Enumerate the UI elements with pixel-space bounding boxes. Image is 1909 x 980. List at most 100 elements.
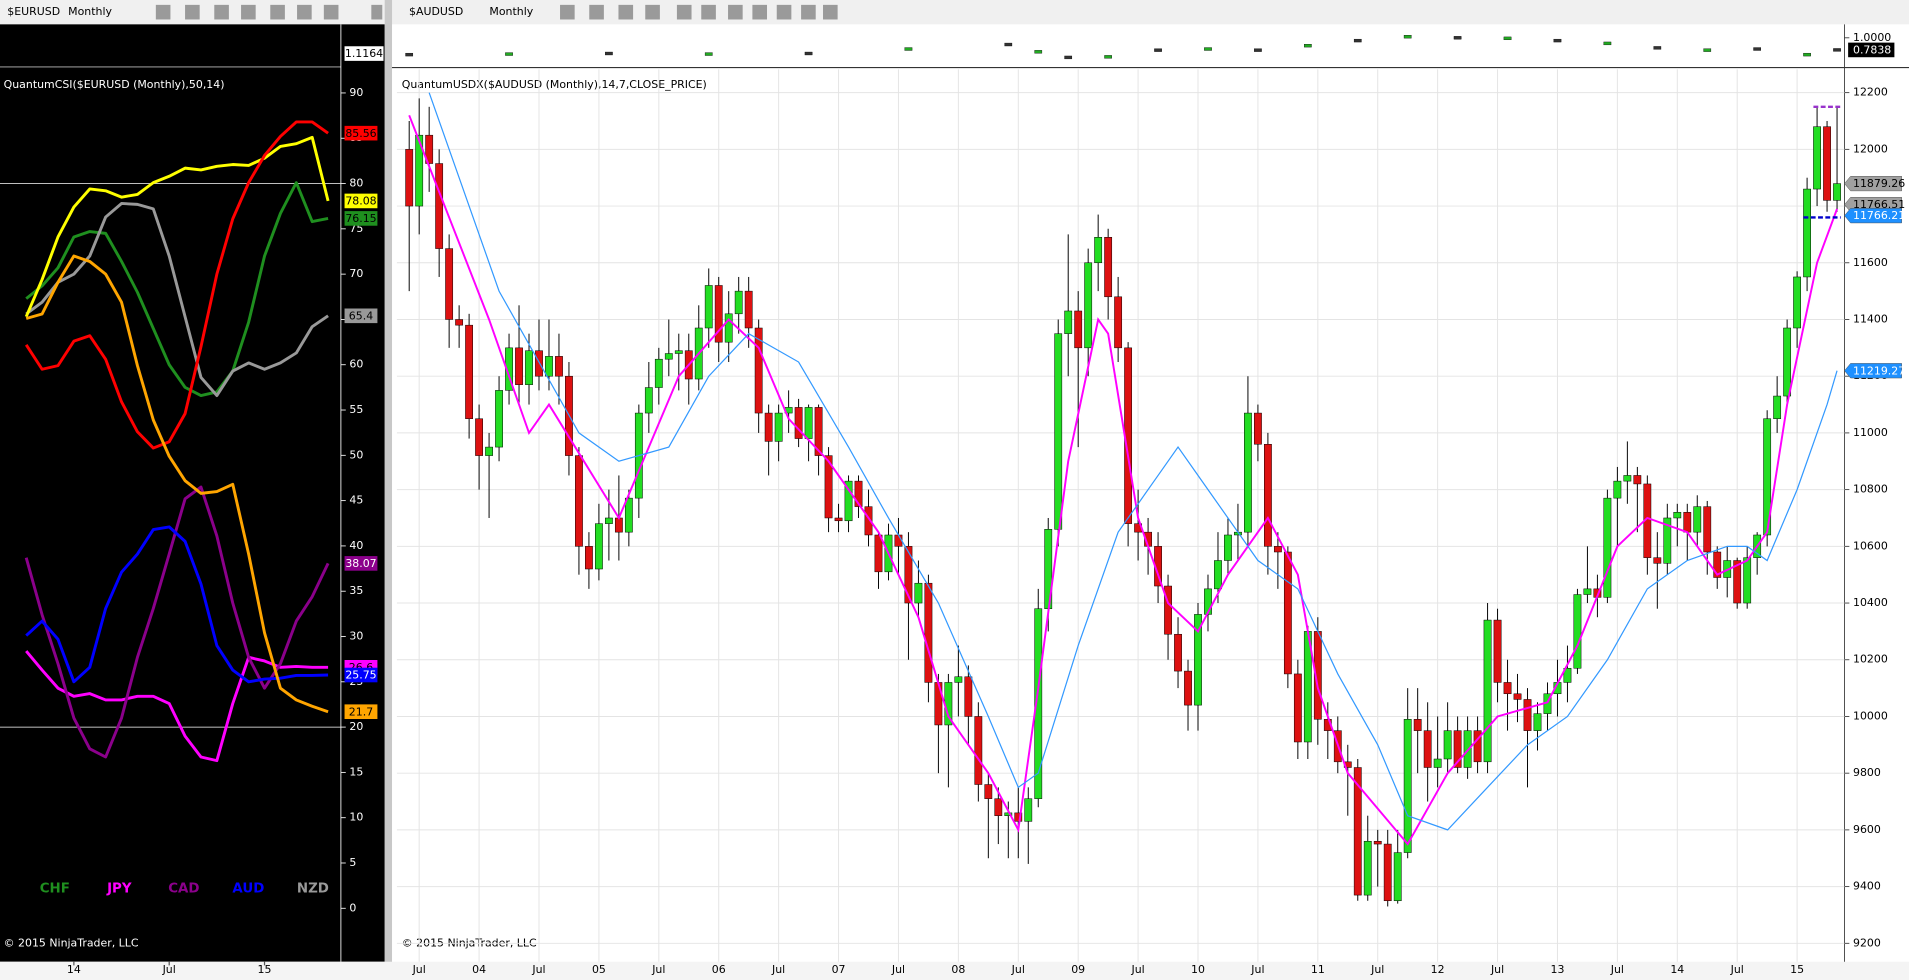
candle-body <box>1633 475 1642 485</box>
x-tick-label: Jul <box>1011 963 1025 976</box>
y-tick-label: 10000 <box>1853 709 1888 722</box>
candle-body <box>1823 126 1831 201</box>
candle-body <box>744 290 753 329</box>
candle-body <box>545 356 553 377</box>
index-line <box>24 120 329 450</box>
y-tick-label: 9800 <box>1853 766 1881 779</box>
tool-icon[interactable] <box>297 4 312 20</box>
tool-icon[interactable] <box>589 4 604 20</box>
tool-icon[interactable] <box>241 4 256 20</box>
candle-body <box>954 676 963 683</box>
x-tick-label: Jul <box>1130 963 1144 976</box>
tool-icon[interactable] <box>323 4 339 20</box>
candle-body <box>704 285 713 329</box>
value-label: 78.08 <box>345 195 376 208</box>
tool-icon[interactable] <box>728 4 743 20</box>
tool-icon[interactable] <box>676 4 692 20</box>
period-selector[interactable]: Monthly <box>68 5 112 18</box>
y-tick-label: 11600 <box>1853 256 1888 269</box>
candle-body <box>1254 412 1262 445</box>
tool-icon[interactable] <box>270 4 285 20</box>
candle-body <box>1413 719 1422 731</box>
candle-body <box>854 480 863 507</box>
candle-body <box>904 546 913 604</box>
candle-body <box>1453 730 1462 768</box>
strip-candle <box>1503 36 1512 41</box>
candle-body <box>1094 237 1103 264</box>
candle-body <box>1473 730 1482 763</box>
tool-icon[interactable] <box>155 4 171 20</box>
scroll-button[interactable] <box>371 4 383 20</box>
candle-body <box>1673 512 1682 519</box>
candle-body <box>864 506 873 536</box>
strip-candle <box>1603 41 1612 46</box>
candle-body <box>1373 840 1382 845</box>
candle-body <box>1523 699 1532 731</box>
splitter[interactable] <box>384 0 393 980</box>
y-tick-label: 10200 <box>1853 653 1888 666</box>
tool-icon[interactable] <box>776 4 792 20</box>
candle-body <box>1244 412 1252 533</box>
candle-body <box>604 517 613 524</box>
x-tick-label: Jul <box>1730 963 1744 976</box>
value-label-box <box>344 193 378 209</box>
candle-body <box>754 327 763 414</box>
y-tick-label: 60 <box>349 358 363 371</box>
strip-value-box <box>1848 42 1895 58</box>
y-tick-label: 80 <box>349 177 363 190</box>
candle-body <box>1034 608 1043 799</box>
candle-body <box>1194 614 1202 706</box>
candle-body <box>1773 395 1782 419</box>
symbol-selector[interactable]: $EURUSD <box>7 5 60 18</box>
y-tick-label: 15 <box>349 765 363 778</box>
candle-body <box>1064 310 1073 334</box>
candle-body <box>1383 843 1392 902</box>
value-label-box <box>344 704 378 720</box>
x-tick-label: Jul <box>891 963 905 976</box>
moving-average <box>428 92 1838 831</box>
price-marker-label: 11766.21 <box>1853 209 1905 222</box>
tool-icon[interactable] <box>701 4 716 20</box>
x-tick-label: Jul <box>651 963 665 976</box>
strip-candle <box>405 52 414 57</box>
candle-body <box>824 455 833 519</box>
value-label-box <box>344 667 378 683</box>
candle-body <box>1563 668 1572 683</box>
strip-candle <box>1753 47 1762 51</box>
value-label-box <box>344 308 378 324</box>
tool-icon[interactable] <box>645 4 660 20</box>
x-tick-label: 08 <box>951 963 965 976</box>
legend-entry: CHF <box>40 882 70 897</box>
candle-body <box>1533 713 1542 731</box>
y-tick-label: 9600 <box>1853 823 1881 836</box>
candle-body <box>1603 497 1612 598</box>
y-tick-label: 1.0000 <box>1853 31 1891 44</box>
y-tick-label: 9200 <box>1853 936 1881 949</box>
tool-icon[interactable] <box>560 4 575 20</box>
legend-entry: NZD <box>297 882 329 897</box>
x-tick-label: 14 <box>1670 963 1684 976</box>
candle-body <box>525 350 533 385</box>
candle-body <box>874 534 883 573</box>
legend-entry: CAD <box>168 882 199 897</box>
candle-body <box>1014 812 1023 822</box>
symbol-selector[interactable]: $AUDUSD <box>409 5 463 18</box>
period-selector[interactable]: Monthly <box>489 5 533 18</box>
tool-icon[interactable] <box>185 4 200 20</box>
tool-icon[interactable] <box>214 4 229 20</box>
candle-body <box>1293 673 1302 743</box>
x-tick-label: Jul <box>412 963 426 976</box>
tool-icon[interactable] <box>801 4 816 20</box>
x-tick-label: 14 <box>67 963 81 976</box>
candle-body <box>624 497 633 533</box>
candle-body <box>924 582 933 683</box>
candle-body <box>844 480 853 522</box>
candle-body <box>814 407 823 456</box>
tool-icon[interactable] <box>752 4 768 20</box>
candle-body <box>585 546 593 570</box>
y-tick-label: 10800 <box>1853 483 1888 496</box>
tool-icon[interactable] <box>823 4 838 20</box>
strip-candle <box>505 52 513 56</box>
strip-candle <box>1703 48 1712 52</box>
tool-icon[interactable] <box>618 4 634 20</box>
